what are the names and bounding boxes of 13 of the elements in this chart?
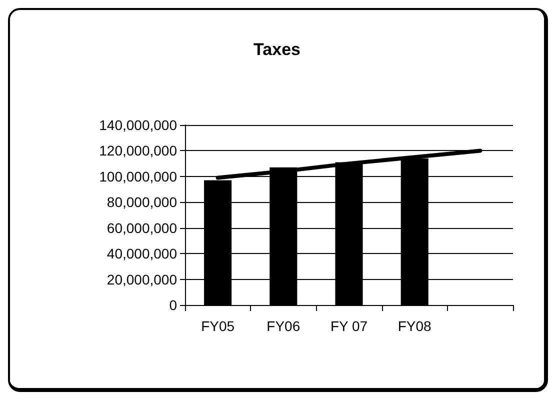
x-tick-label: FY 07 <box>330 318 368 334</box>
y-tick-label: 60,000,000 <box>106 220 178 236</box>
y-tick-label: 140,000,000 <box>99 117 178 133</box>
y-tick-label: 100,000,000 <box>99 168 178 184</box>
y-tick-label: 120,000,000 <box>99 142 178 159</box>
y-tick-label: 0 <box>169 297 178 313</box>
y-tick-label: 20,000,000 <box>106 271 178 288</box>
x-tick-label: FY06 <box>266 318 300 334</box>
x-tick-label: FY05 <box>201 318 235 334</box>
chart-title: Taxes <box>254 40 300 59</box>
y-tick-label: 80,000,000 <box>106 194 178 210</box>
y-tick-label: 40,000,000 <box>106 246 178 262</box>
x-tick-label: FY08 <box>398 318 432 334</box>
